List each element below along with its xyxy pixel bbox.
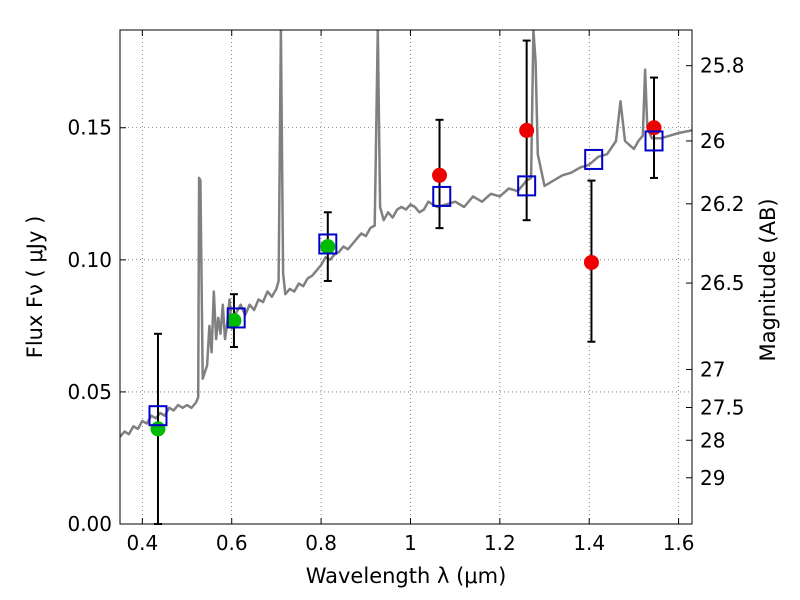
y2-tick-label: 26 <box>700 129 725 153</box>
model-square-point <box>226 307 246 329</box>
error-bars <box>153 39 659 525</box>
y2-tick-label: 25.8 <box>700 54 745 78</box>
red-data-point <box>519 122 535 138</box>
y-tick-label: 0.05 <box>67 380 112 404</box>
x-tick-label: 1.4 <box>573 531 605 555</box>
y-tick-label: 0.00 <box>67 512 112 536</box>
y-axis-title: Flux Fν ( μJy ) <box>23 216 47 359</box>
y-tick-label: 0.15 <box>67 116 112 140</box>
template-spectrum <box>120 30 692 438</box>
model-square-point <box>432 185 452 207</box>
x-tick-label: 1.6 <box>663 531 695 555</box>
photometry-markers <box>148 120 664 437</box>
x-tick-label: 1.2 <box>484 531 516 555</box>
x-axis-title: Wavelength λ (μm) <box>306 564 507 588</box>
y2-tick-label: 26.5 <box>700 271 745 295</box>
x-tick-label: 0.4 <box>126 531 158 555</box>
red-data-point <box>646 120 662 136</box>
x-tick-label: 1 <box>404 531 417 555</box>
model-square-point <box>148 405 168 427</box>
y2-tick-label: 27 <box>700 357 725 381</box>
red-data-point <box>583 254 599 270</box>
red-data-point <box>432 167 448 183</box>
y2-tick-label: 28 <box>700 428 725 452</box>
y2-tick-label: 29 <box>700 466 725 490</box>
y2-tick-label: 27.5 <box>700 396 745 420</box>
axis-ticks: 0.4 0.6 0.8 1 1.2 1.4 1.6 0.00 0.05 0.10 0.15 29 28 2… <box>67 30 745 555</box>
model-square-point <box>584 148 604 170</box>
y2-tick-label: 26.2 <box>700 192 745 216</box>
model-square-point <box>318 233 338 255</box>
x-tick-label: 0.6 <box>216 531 248 555</box>
x-tick-label: 0.8 <box>305 531 337 555</box>
plot-frame <box>119 29 693 525</box>
green-data-point <box>226 313 242 329</box>
template-spectrum-line <box>120 30 692 438</box>
model-square-point <box>517 175 537 197</box>
model-square-point <box>644 130 664 152</box>
y2-axis-title: Magnitude (AB) <box>756 198 780 361</box>
green-data-point <box>150 421 166 437</box>
y-tick-label: 0.10 <box>67 248 112 272</box>
green-data-point <box>320 239 336 255</box>
grid-lines <box>120 30 692 524</box>
